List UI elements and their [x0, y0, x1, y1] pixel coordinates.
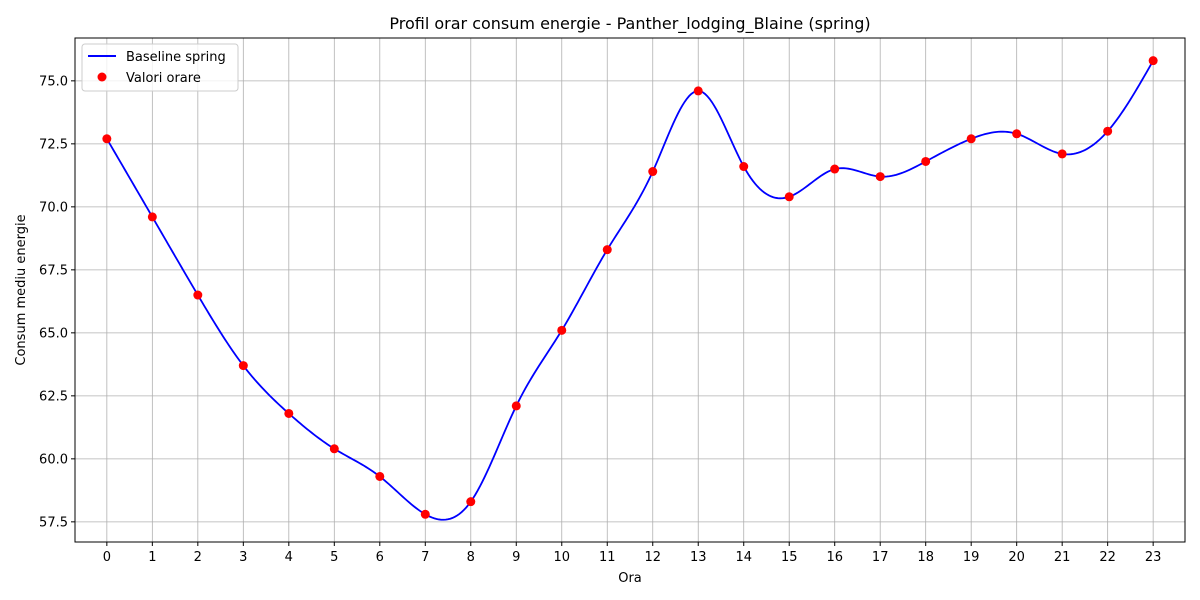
- y-tick-label: 65.0: [39, 326, 68, 341]
- x-tick-label: 21: [1054, 550, 1071, 565]
- baseline-line: [106, 60, 1154, 521]
- x-tick-label: 2: [194, 550, 202, 565]
- y-tick-label: 70.0: [39, 200, 68, 215]
- chart-title: Profil orar consum energie - Panther_lod…: [389, 14, 870, 34]
- y-tick-label: 60.0: [39, 452, 68, 467]
- hourly-point: [602, 245, 612, 255]
- hourly-point: [557, 325, 567, 335]
- hourly-point: [875, 172, 885, 182]
- x-tick-label: 19: [963, 550, 980, 565]
- y-tick-label: 72.5: [39, 137, 68, 152]
- point-layer: [102, 56, 1158, 519]
- hourly-point: [238, 361, 248, 371]
- y-axis: 57.5 60.0 62.5 65.0 67.5 70.0 72.5 75.0: [39, 74, 75, 530]
- hourly-point: [784, 192, 794, 202]
- x-tick-label: 4: [285, 550, 293, 565]
- legend-label-values: Valori orare: [126, 71, 201, 86]
- y-tick-label: 75.0: [39, 74, 68, 89]
- x-tick-label: 20: [1008, 550, 1025, 565]
- hourly-point: [1057, 149, 1067, 159]
- x-axis-label: Ora: [618, 571, 642, 586]
- y-axis-label: Consum mediu energie: [14, 214, 29, 365]
- hourly-point: [147, 212, 157, 222]
- hourly-point: [1103, 126, 1113, 136]
- x-tick-label: 14: [735, 550, 752, 565]
- x-tick-label: 12: [644, 550, 661, 565]
- x-tick-label: 1: [148, 550, 156, 565]
- hourly-point: [420, 509, 430, 519]
- hourly-point: [511, 401, 521, 411]
- x-tick-label: 23: [1145, 550, 1162, 565]
- x-tick-label: 16: [826, 550, 843, 565]
- x-tick-label: 9: [512, 550, 520, 565]
- x-tick-label: 7: [421, 550, 429, 565]
- hourly-point: [1148, 56, 1158, 66]
- legend: Baseline spring Valori orare: [81, 43, 239, 92]
- hourly-point: [1012, 129, 1022, 139]
- legend-label-baseline: Baseline spring: [126, 50, 226, 65]
- y-tick-label: 67.5: [39, 263, 68, 278]
- x-tick-label: 13: [690, 550, 707, 565]
- x-tick-label: 6: [376, 550, 384, 565]
- hourly-point: [193, 290, 203, 300]
- legend-dot-swatch: [97, 72, 107, 82]
- x-tick-label: 3: [239, 550, 247, 565]
- hourly-point: [329, 444, 339, 454]
- x-tick-label: 11: [599, 550, 616, 565]
- hourly-point: [693, 86, 703, 96]
- hourly-point: [648, 167, 658, 177]
- hourly-point: [375, 471, 385, 481]
- hourly-point: [284, 408, 294, 418]
- legend-box: [81, 43, 239, 92]
- x-tick-label: 15: [781, 550, 798, 565]
- grid: [75, 38, 1185, 542]
- hourly-point: [830, 164, 840, 174]
- line-layer: [106, 60, 1154, 521]
- x-tick-label: 10: [553, 550, 570, 565]
- x-tick-label: 18: [917, 550, 934, 565]
- x-tick-label: 0: [103, 550, 111, 565]
- hourly-point: [966, 134, 976, 144]
- x-tick-label: 22: [1099, 550, 1116, 565]
- hourly-point: [102, 134, 112, 144]
- x-axis: 0 1 2 3 4 5 6 7 8 9 10 11 12 13 14 15 16 17 18 19 20 21 22 23: [103, 542, 1162, 565]
- plot-frame: [74, 37, 1186, 543]
- hourly-point: [921, 156, 931, 166]
- hourly-point: [466, 497, 476, 507]
- x-tick-label: 8: [467, 550, 475, 565]
- x-tick-label: 17: [872, 550, 889, 565]
- hourly-point: [739, 162, 749, 172]
- x-tick-label: 5: [330, 550, 338, 565]
- y-tick-label: 57.5: [39, 515, 68, 530]
- y-tick-label: 62.5: [39, 389, 68, 404]
